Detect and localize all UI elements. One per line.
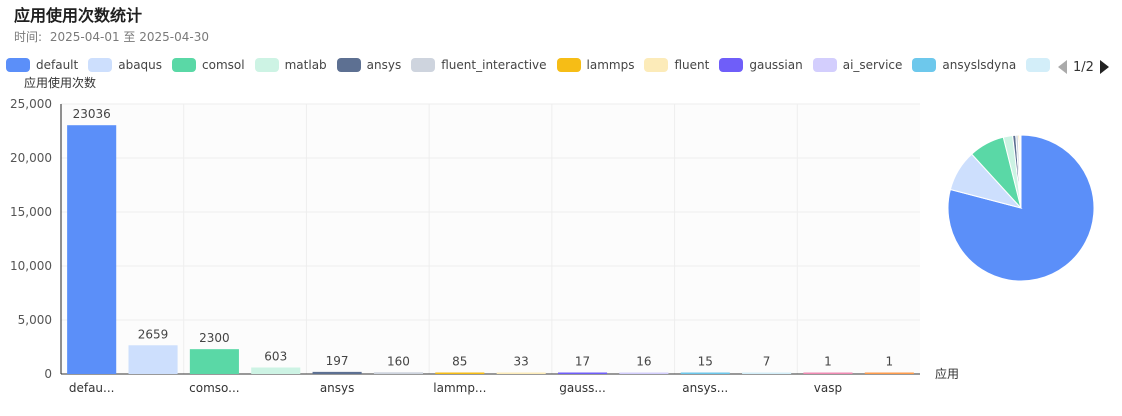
data-label: 23036 — [73, 107, 111, 121]
y-tick-label: 25,000 — [10, 97, 52, 111]
legend-item[interactable]: gaussian — [719, 58, 803, 72]
legend-label: ansys — [366, 58, 402, 72]
legend-label: matlab — [284, 58, 327, 72]
legend-label: fluent_interactive — [441, 58, 547, 72]
legend-item[interactable]: matlab — [254, 58, 327, 72]
data-label: 7 — [763, 355, 771, 369]
legend-swatch — [1026, 58, 1051, 72]
data-label: 1 — [824, 355, 832, 369]
bar — [496, 372, 546, 374]
bar — [128, 345, 178, 374]
x-tick-label: vasp — [814, 381, 842, 395]
bar — [742, 372, 792, 374]
legend-label: lammps — [586, 58, 635, 72]
legend-swatch — [336, 58, 361, 72]
bar — [557, 372, 608, 374]
legend-swatch — [172, 58, 197, 72]
data-label: 16 — [636, 355, 651, 369]
bar — [435, 372, 485, 374]
legend-page-indicator: 1/2 — [1073, 59, 1094, 75]
legend-label: ansyslsdyna — [942, 58, 1017, 72]
y-tick-label: 20,000 — [10, 151, 52, 165]
legend-label: comsol — [202, 58, 245, 72]
legend-item[interactable]: ansys — [336, 58, 402, 72]
date-range-value: 2025-04-01 至 2025-04-30 — [49, 30, 209, 44]
y-axis-title: 应用使用次数 — [24, 75, 96, 90]
time-label: 时间: — [14, 30, 43, 44]
legend-swatch — [88, 58, 113, 72]
bar — [864, 372, 914, 374]
data-label: 1 — [886, 355, 894, 369]
legend-item[interactable]: comsol — [172, 58, 245, 72]
x-axis-title: 应用 — [935, 366, 959, 381]
bar — [680, 372, 730, 374]
x-tick-label: comso... — [189, 381, 239, 395]
x-tick-label: defau... — [69, 381, 115, 395]
legend-label: fluent — [674, 58, 710, 72]
bar — [803, 372, 853, 374]
x-tick-label: gauss... — [559, 381, 606, 395]
legend-swatch — [254, 58, 279, 72]
legend-swatch — [719, 58, 744, 72]
chart-legend: default abaqus comsol matlab ansys fluent_int… — [6, 58, 1056, 76]
date-range: 时间: 2025-04-01 至 2025-04-30 — [14, 28, 213, 45]
plot-background — [61, 104, 920, 374]
legend-swatch — [912, 58, 937, 72]
data-label: 2659 — [138, 327, 169, 341]
legend-item[interactable]: matl — [1026, 58, 1056, 72]
data-label: 2300 — [199, 331, 230, 345]
y-tick-label: 15,000 — [10, 205, 52, 219]
legend-swatch — [812, 58, 837, 72]
legend-item[interactable]: fluent — [644, 58, 709, 72]
data-label: 15 — [698, 355, 713, 369]
legend-swatch — [644, 58, 669, 72]
y-tick-label: 10,000 — [10, 259, 52, 273]
legend-item[interactable]: ai_service — [812, 58, 903, 72]
y-tick-label: 0 — [44, 367, 52, 381]
legend-item[interactable]: ansyslsdyna — [912, 58, 1016, 72]
page-title: 应用使用次数统计 — [14, 6, 143, 25]
legend-pager: 1/2 — [1058, 58, 1109, 76]
caret-right-icon[interactable] — [1099, 60, 1109, 74]
bar — [67, 125, 117, 374]
x-tick-label: ansys... — [682, 381, 728, 395]
legend-item[interactable]: lammps — [556, 58, 635, 72]
bar — [312, 371, 362, 374]
x-tick-label: ansys — [320, 381, 355, 395]
data-label: 17 — [575, 355, 590, 369]
legend-item[interactable]: fluent_interactive — [411, 58, 547, 72]
bar — [373, 372, 424, 374]
data-label: 603 — [264, 349, 287, 363]
bar — [189, 349, 239, 374]
legend-item[interactable]: abaqus — [88, 58, 162, 72]
legend-label: ai_service — [842, 58, 903, 72]
legend-label: abaqus — [118, 58, 163, 72]
data-label: 160 — [387, 354, 410, 368]
bar — [251, 367, 301, 374]
caret-left-icon[interactable] — [1058, 60, 1067, 74]
legend-item[interactable]: default — [6, 58, 78, 72]
bar — [619, 372, 669, 374]
legend-swatch — [411, 58, 436, 72]
legend-label: gaussian — [749, 58, 803, 72]
data-label: 85 — [452, 355, 467, 369]
data-label: 197 — [326, 354, 349, 368]
y-tick-label: 5,000 — [18, 313, 52, 327]
legend-label: default — [36, 58, 79, 72]
x-tick-label: lammp... — [433, 381, 486, 395]
legend-swatch — [6, 58, 30, 72]
data-label: 33 — [514, 355, 529, 369]
legend-swatch — [556, 58, 581, 72]
